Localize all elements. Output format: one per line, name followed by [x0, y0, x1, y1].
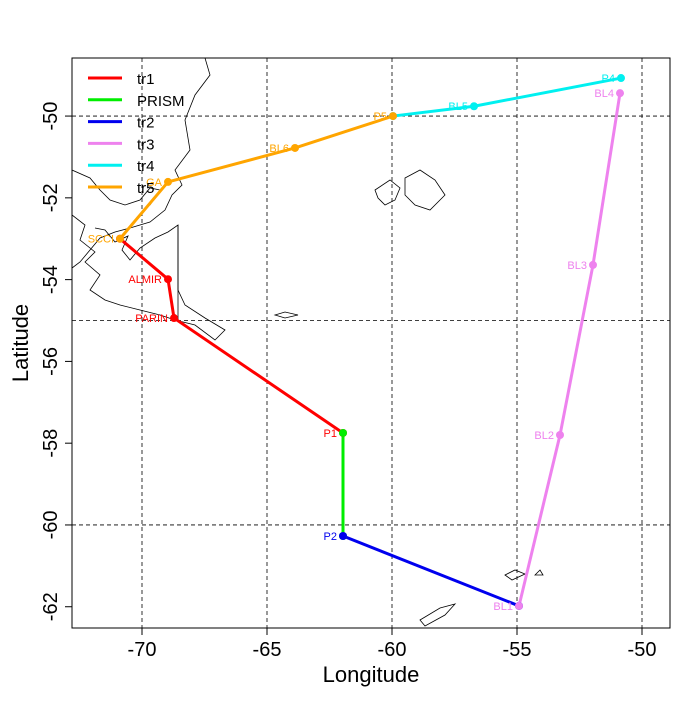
falklands	[374, 169, 446, 211]
track-point	[556, 431, 564, 440]
coastline	[72, 214, 226, 341]
coastline	[72, 169, 161, 206]
tracks	[116, 74, 625, 610]
track-point	[339, 531, 347, 540]
point-label: GA	[146, 177, 163, 189]
legend-label: tr1	[137, 71, 155, 88]
south-shetland	[419, 569, 544, 627]
coastlines	[72, 58, 544, 627]
track-line	[392, 76, 622, 118]
track-point	[116, 234, 124, 243]
track-point	[339, 428, 347, 437]
point-label: BL1	[493, 601, 513, 613]
point-label: PARIN	[135, 313, 168, 325]
track-line	[118, 114, 394, 240]
y-tick-label: -56	[40, 347, 62, 376]
point-label: P5	[374, 111, 387, 123]
y-tick-label: -54	[40, 265, 62, 294]
point-label: BL4	[594, 88, 614, 100]
track-point	[470, 102, 478, 111]
track-line	[119, 237, 344, 435]
track-point	[164, 275, 172, 284]
point-label: BL3	[567, 260, 587, 272]
legend-label: tr4	[137, 158, 155, 175]
plot-frame	[71, 57, 671, 629]
legend-label: tr3	[137, 136, 155, 153]
track-point	[170, 314, 178, 323]
point-label: P4	[602, 73, 615, 85]
legend-label: tr2	[137, 115, 155, 132]
x-tick-label: -70	[128, 639, 157, 661]
point-label: SCCI	[88, 234, 114, 246]
track-line	[517, 92, 622, 607]
y-tick-label: -58	[40, 429, 62, 458]
track-point	[616, 89, 624, 98]
track-point	[617, 74, 625, 83]
x-tick-label: -65	[253, 639, 282, 661]
y-tick-label: -50	[40, 102, 62, 131]
track-point	[389, 112, 397, 121]
y-tick-label: -60	[40, 511, 62, 540]
y-axis-label: Latitude	[8, 304, 33, 382]
point-label: BL2	[534, 430, 554, 442]
y-tick-label: -52	[40, 183, 62, 212]
legend-label: tr5	[137, 180, 155, 197]
staten-island	[273, 311, 299, 319]
legend-label: PRISM	[137, 93, 185, 110]
coastline	[72, 58, 211, 269]
x-tick-label: -60	[378, 639, 407, 661]
x-axis-label: Longitude	[323, 662, 420, 687]
track-point	[589, 260, 597, 269]
track-point	[515, 601, 523, 610]
point-label: P1	[324, 428, 337, 440]
point-label: BL5	[448, 101, 468, 113]
track-point	[164, 177, 172, 186]
track-point	[291, 143, 299, 152]
point-label: P2	[324, 531, 337, 543]
y-tick-label: -62	[40, 592, 62, 621]
x-tick-label: -50	[628, 639, 657, 661]
point-label: ALMIR	[128, 274, 162, 286]
x-tick-label: -55	[503, 639, 532, 661]
point-label: BL6	[269, 143, 289, 155]
track-line	[342, 534, 520, 608]
